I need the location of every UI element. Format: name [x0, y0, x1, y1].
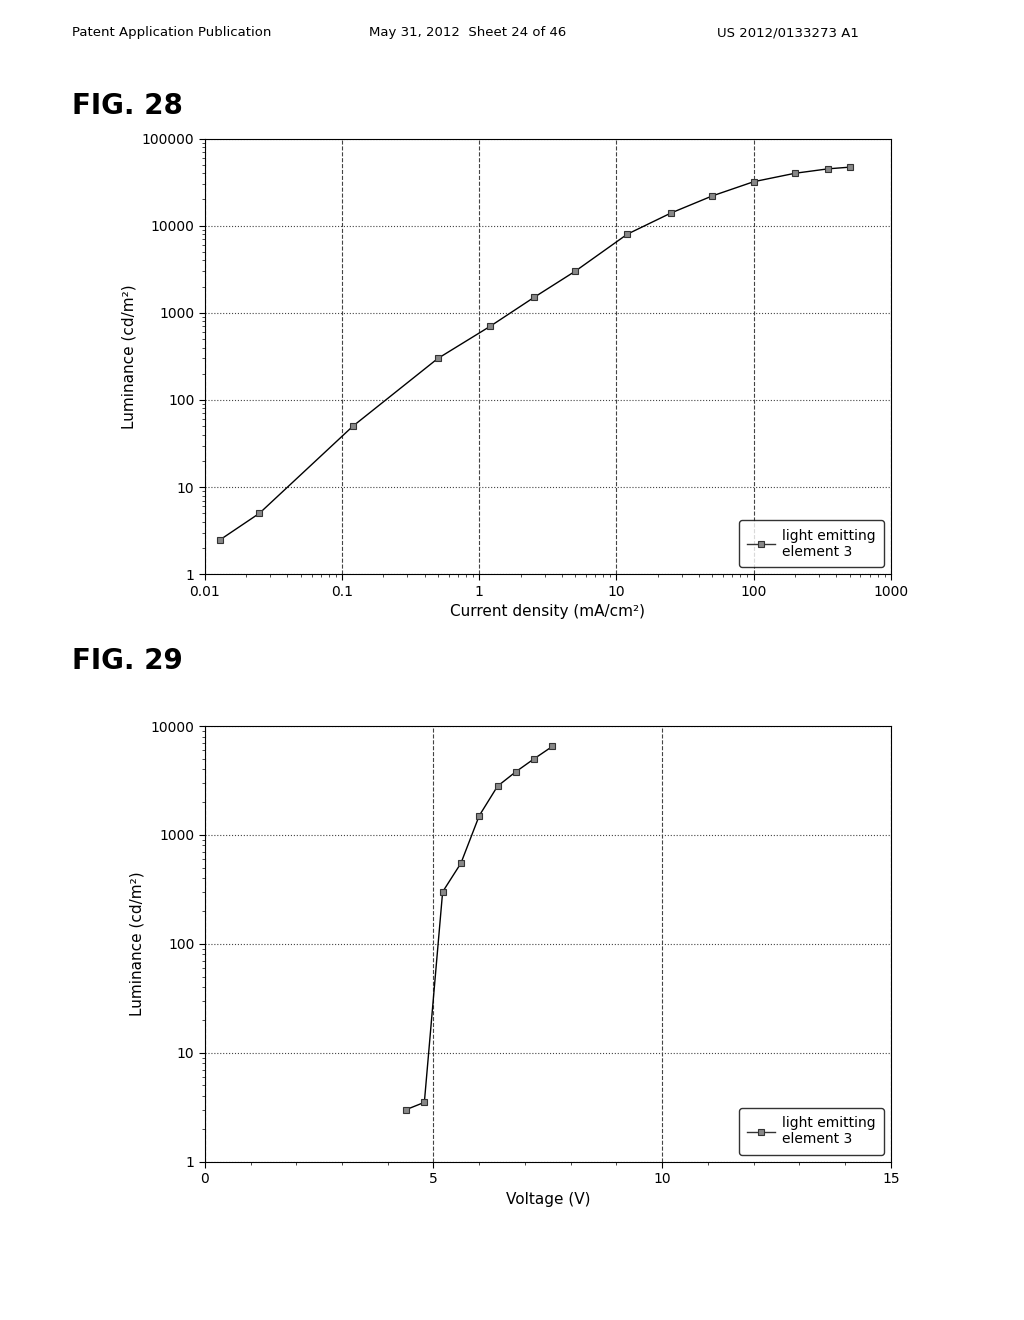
X-axis label: Current density (mA/cm²): Current density (mA/cm²) — [451, 605, 645, 619]
Text: FIG. 29: FIG. 29 — [72, 647, 182, 675]
Text: US 2012/0133273 A1: US 2012/0133273 A1 — [717, 26, 859, 40]
Y-axis label: Luminance (cd/m²): Luminance (cd/m²) — [121, 284, 136, 429]
Legend: light emitting
element 3: light emitting element 3 — [739, 1107, 884, 1155]
Text: May 31, 2012  Sheet 24 of 46: May 31, 2012 Sheet 24 of 46 — [369, 26, 566, 40]
Legend: light emitting
element 3: light emitting element 3 — [739, 520, 884, 568]
X-axis label: Voltage (V): Voltage (V) — [506, 1192, 590, 1206]
Y-axis label: Luminance (cd/m²): Luminance (cd/m²) — [130, 871, 145, 1016]
Text: Patent Application Publication: Patent Application Publication — [72, 26, 271, 40]
Text: FIG. 28: FIG. 28 — [72, 92, 182, 120]
